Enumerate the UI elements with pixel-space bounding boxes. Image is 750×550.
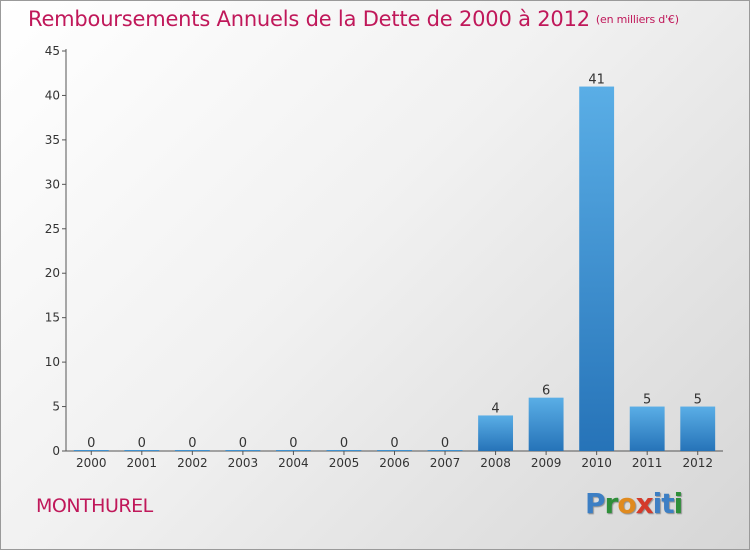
x-tick-label: 2008 bbox=[480, 456, 511, 470]
x-tick-label: 2005 bbox=[329, 456, 360, 470]
bar-2010 bbox=[579, 86, 615, 452]
logo-letter: i bbox=[652, 487, 663, 520]
y-tick-label: 15 bbox=[45, 311, 60, 325]
logo-letter: P bbox=[585, 487, 606, 520]
value-label: 0 bbox=[340, 436, 348, 451]
chart-title-text: Remboursements Annuels de la Dette de 20… bbox=[28, 7, 590, 31]
x-tick-label: 2000 bbox=[76, 456, 107, 470]
y-tick-label: 40 bbox=[45, 88, 60, 102]
value-label: 5 bbox=[643, 393, 651, 408]
x-tick-label: 2009 bbox=[531, 456, 562, 470]
logo-letter: x bbox=[635, 487, 654, 520]
bar-2009 bbox=[528, 397, 564, 451]
x-tick-label: 2003 bbox=[228, 456, 259, 470]
bar-2011 bbox=[629, 406, 665, 451]
y-tick-label: 25 bbox=[45, 222, 60, 236]
y-tick-label: 5 bbox=[52, 400, 60, 414]
x-tick-label: 2012 bbox=[682, 456, 713, 470]
value-label: 0 bbox=[87, 436, 95, 451]
x-tick-label: 2010 bbox=[581, 456, 612, 470]
y-tick-label: 20 bbox=[45, 266, 60, 280]
value-label: 0 bbox=[188, 436, 196, 451]
value-label: 0 bbox=[441, 436, 449, 451]
bar-2001 bbox=[124, 450, 160, 451]
bar-2008 bbox=[478, 415, 514, 451]
logo-letter: o bbox=[617, 487, 636, 520]
bar-2005 bbox=[326, 450, 362, 451]
bar-2007 bbox=[427, 450, 463, 451]
value-label: 0 bbox=[138, 436, 146, 451]
y-tick-label: 0 bbox=[52, 444, 60, 458]
bar-2006 bbox=[377, 450, 412, 451]
x-tick-label: 2006 bbox=[379, 456, 410, 470]
value-label: 0 bbox=[289, 436, 297, 451]
value-label: 4 bbox=[491, 401, 499, 416]
value-label: 0 bbox=[239, 436, 247, 451]
logo-letter: t bbox=[661, 487, 674, 520]
proxiti-logo: Proxiti bbox=[585, 487, 684, 520]
logo-letter: r bbox=[604, 487, 619, 520]
value-label: 0 bbox=[390, 436, 398, 451]
logo-letter: i bbox=[673, 487, 684, 520]
commune-name: MONTHUREL bbox=[36, 495, 153, 517]
chart-title: Remboursements Annuels de la Dette de 20… bbox=[28, 7, 679, 31]
y-tick-label: 30 bbox=[45, 177, 60, 191]
x-tick-label: 2004 bbox=[278, 456, 309, 470]
value-label: 6 bbox=[542, 384, 550, 399]
y-tick-label: 35 bbox=[45, 133, 60, 147]
bar-2000 bbox=[73, 450, 109, 451]
chart-unit: (en milliers d'€) bbox=[595, 13, 679, 26]
bar-2012 bbox=[680, 406, 716, 451]
value-label: 41 bbox=[588, 73, 605, 88]
bar-2004 bbox=[275, 450, 311, 451]
x-tick-label: 2011 bbox=[632, 456, 663, 470]
bar-2002 bbox=[174, 450, 210, 451]
chart-labels: 2000 0 2001 0 2002 0 2003 0 2004 0 2005 0 2006 0 2007 0… bbox=[76, 73, 713, 470]
value-label: 5 bbox=[694, 393, 702, 408]
bar-2003 bbox=[225, 450, 261, 451]
chart-bars bbox=[73, 86, 716, 452]
y-tick-label: 10 bbox=[45, 355, 60, 369]
x-tick-label: 2002 bbox=[177, 456, 208, 470]
x-tick-label: 2001 bbox=[127, 456, 158, 470]
x-tick-label: 2007 bbox=[430, 456, 461, 470]
y-tick-label: 45 bbox=[45, 44, 60, 58]
